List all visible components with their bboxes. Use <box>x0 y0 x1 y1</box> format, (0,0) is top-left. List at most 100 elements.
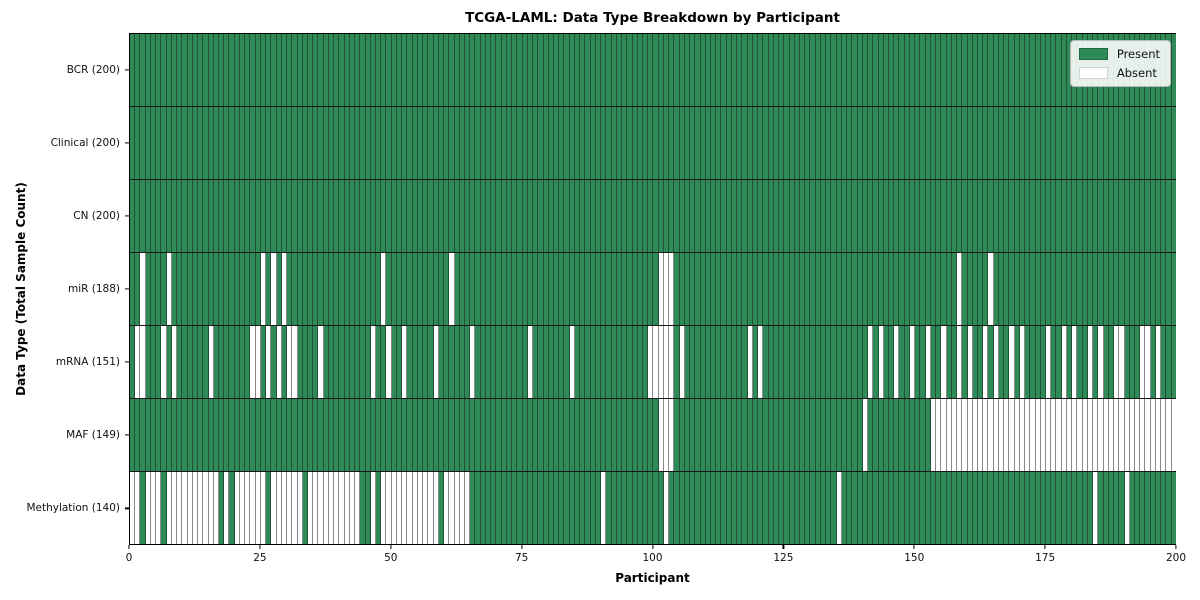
heatmap-cell <box>669 253 675 325</box>
heatmap-cell <box>381 253 387 325</box>
heatmap-cell <box>847 399 853 471</box>
heatmap-cell <box>580 326 586 398</box>
heatmap-cell <box>564 107 570 179</box>
heatmap-cell <box>1140 472 1146 544</box>
heatmap-cell <box>323 472 329 544</box>
heatmap-cell <box>506 34 513 106</box>
heatmap-cell <box>402 34 408 106</box>
heatmap-cell <box>533 180 539 252</box>
heatmap-cell <box>779 180 785 252</box>
heatmap-cell <box>334 253 340 325</box>
heatmap-cell <box>648 34 654 106</box>
heatmap-cell <box>271 399 277 471</box>
heatmap-cell <box>491 472 497 544</box>
heatmap-cell <box>653 472 659 544</box>
heatmap-cell <box>1135 253 1141 325</box>
heatmap-cell <box>145 326 151 398</box>
heatmap-cell <box>585 399 591 471</box>
heatmap-cell <box>1124 326 1130 398</box>
heatmap-cell <box>590 326 596 398</box>
heatmap-cell <box>784 472 790 544</box>
heatmap-cell <box>318 399 324 471</box>
heatmap-cell <box>998 326 1005 398</box>
heatmap-cell <box>553 107 560 179</box>
heatmap-cell <box>302 326 308 398</box>
heatmap-cell <box>1035 180 1041 252</box>
heatmap-cell <box>1119 399 1125 471</box>
heatmap-cell <box>533 472 539 544</box>
heatmap-cell <box>1124 180 1130 252</box>
heatmap-cell <box>480 326 486 398</box>
heatmap-cell <box>1114 399 1120 471</box>
heatmap-cell <box>831 34 837 106</box>
heatmap-cell <box>637 472 643 544</box>
heatmap-cell <box>260 253 267 325</box>
heatmap-cell <box>548 472 554 544</box>
heatmap-cell <box>150 34 157 106</box>
heatmap-cell <box>1004 180 1010 252</box>
heatmap-cell <box>1124 107 1130 179</box>
heatmap-cell <box>779 472 785 544</box>
heatmap-cell <box>438 253 445 325</box>
heatmap-cell <box>307 34 314 106</box>
heatmap-cell <box>695 253 701 325</box>
heatmap-row-mRNA <box>130 326 1176 399</box>
heatmap-cell <box>517 180 523 252</box>
heatmap-cell <box>684 107 691 179</box>
heatmap-cell <box>166 34 172 106</box>
heatmap-cell <box>784 399 790 471</box>
heatmap-cell <box>281 399 288 471</box>
heatmap-cell <box>574 326 581 398</box>
heatmap-cell <box>742 34 748 106</box>
heatmap-cell <box>323 180 329 252</box>
heatmap-cell <box>480 472 486 544</box>
heatmap-cell <box>773 180 780 252</box>
heatmap-cell <box>742 472 748 544</box>
heatmap-cell <box>815 326 821 398</box>
heatmap-cell <box>307 472 314 544</box>
heatmap-cell <box>590 180 596 252</box>
heatmap-cell <box>433 34 439 106</box>
heatmap-cell <box>737 472 743 544</box>
heatmap-cell <box>993 34 999 106</box>
heatmap-cell <box>758 107 764 179</box>
heatmap-cell <box>1155 399 1162 471</box>
heatmap-cell <box>559 326 565 398</box>
heatmap-cell <box>711 399 717 471</box>
heatmap-cell <box>585 180 591 252</box>
heatmap-cell <box>1030 253 1036 325</box>
heatmap-cell <box>208 107 214 179</box>
heatmap-cell <box>313 326 319 398</box>
heatmap-cell <box>339 326 345 398</box>
heatmap-cell <box>831 107 837 179</box>
heatmap-cell <box>1161 472 1167 544</box>
heatmap-cell <box>255 472 261 544</box>
heatmap-cell <box>826 107 832 179</box>
heatmap-cell <box>218 107 225 179</box>
heatmap-cell <box>758 253 764 325</box>
heatmap-cell <box>475 253 481 325</box>
heatmap-cell <box>396 472 403 544</box>
heatmap-cell <box>370 34 377 106</box>
heatmap-cell <box>1087 180 1094 252</box>
heatmap-cell <box>705 180 712 252</box>
heatmap-cell <box>344 180 350 252</box>
heatmap-cell <box>365 326 371 398</box>
heatmap-cell <box>417 253 424 325</box>
heatmap-cell <box>726 399 732 471</box>
heatmap-cell <box>690 326 696 398</box>
heatmap-cell <box>449 253 455 325</box>
heatmap-cell <box>574 107 581 179</box>
heatmap-cell <box>485 253 492 325</box>
heatmap-cell <box>700 399 706 471</box>
heatmap-cell <box>679 34 685 106</box>
heatmap-cell <box>726 180 732 252</box>
heatmap-cell <box>496 326 502 398</box>
heatmap-cell <box>506 107 513 179</box>
heatmap-cell <box>454 253 460 325</box>
heatmap-cell <box>527 34 534 106</box>
heatmap-cell <box>171 472 178 544</box>
heatmap-cell <box>140 107 146 179</box>
heatmap-cell <box>344 34 350 106</box>
heatmap-cell <box>915 399 921 471</box>
